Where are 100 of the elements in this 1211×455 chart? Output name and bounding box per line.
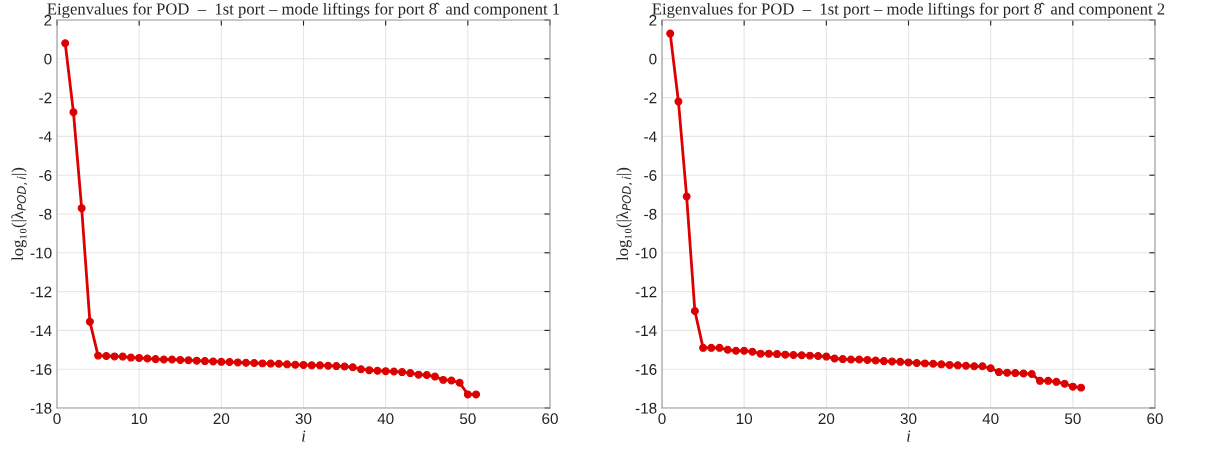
y-tick-label: -14: [30, 325, 52, 336]
point: [102, 352, 111, 360]
y-tick-label: -18: [635, 402, 657, 414]
point: [110, 352, 119, 361]
x-tick-label: 10: [131, 413, 148, 425]
point: [381, 367, 390, 376]
point: [365, 366, 374, 375]
point: [896, 357, 905, 366]
point: [937, 360, 946, 369]
y-tick-label: -8: [644, 208, 657, 220]
point: [143, 354, 152, 363]
y-tick-label: -2: [39, 92, 52, 104]
point: [731, 346, 740, 355]
y-tick-label: -12: [30, 286, 52, 298]
x-tick-label: 50: [459, 413, 476, 425]
y-tick-label: -14: [635, 325, 657, 336]
point: [422, 371, 431, 380]
point: [797, 351, 806, 360]
point: [274, 359, 283, 368]
point: [756, 349, 765, 358]
point: [855, 355, 864, 364]
x-tick-label: 30: [295, 413, 312, 425]
y-tick-label: -16: [635, 364, 657, 375]
point: [192, 356, 201, 365]
point: [406, 369, 415, 378]
x-tick-label: 40: [377, 413, 394, 425]
point: [1052, 377, 1061, 386]
point: [69, 108, 78, 117]
point: [994, 368, 1003, 377]
point: [348, 363, 357, 372]
x-axis-title: i: [302, 430, 306, 442]
point: [879, 357, 888, 366]
x-axis-title: i: [907, 430, 911, 442]
point: [324, 361, 333, 370]
point: [690, 307, 699, 315]
point: [682, 192, 691, 201]
point: [250, 359, 259, 367]
point: [1027, 370, 1036, 379]
point: [674, 97, 683, 106]
y-tick-label: -12: [635, 286, 657, 298]
point: [332, 362, 341, 371]
x-tick-label: 30: [900, 413, 917, 425]
point: [200, 357, 209, 366]
point: [389, 367, 398, 376]
point: [1011, 369, 1020, 378]
point: [414, 370, 423, 379]
y-tick-label: -4: [39, 131, 52, 142]
point: [340, 362, 349, 371]
point: [805, 351, 814, 360]
point: [962, 361, 971, 370]
y-tick-label: -10: [635, 247, 657, 259]
point: [1077, 383, 1086, 392]
point: [233, 358, 242, 367]
y-tick-label: -2: [644, 92, 657, 104]
point: [241, 358, 250, 367]
point: [85, 317, 94, 326]
point: [118, 352, 127, 361]
point: [447, 376, 456, 385]
y-tick-label: -6: [39, 170, 52, 181]
y-tick-label: 0: [44, 53, 52, 65]
point: [773, 350, 782, 359]
point: [283, 360, 292, 369]
point: [740, 346, 749, 355]
y-tick-label: -6: [644, 170, 657, 181]
x-tick-label: 20: [213, 413, 230, 425]
y-tick-label: 0: [649, 53, 657, 65]
point: [307, 361, 316, 370]
y-axis-title: log₁₀(|λ$_{POD,i}$|): [11, 167, 28, 261]
point: [168, 355, 177, 364]
point: [258, 359, 267, 368]
point: [176, 355, 185, 364]
point: [266, 359, 275, 368]
point: [970, 362, 979, 371]
y-tick-label: -10: [30, 247, 52, 259]
point: [151, 355, 160, 364]
x-tick-label: 0: [53, 413, 61, 425]
point: [1044, 376, 1053, 385]
y-axis-title: log₁₀(|λ$_{POD,i}$|): [616, 167, 633, 261]
x-tick-label: 40: [982, 413, 999, 425]
x-tick-label: 60: [1147, 413, 1163, 425]
point: [986, 364, 995, 373]
point: [863, 355, 872, 364]
point: [94, 351, 103, 360]
point: [764, 349, 773, 358]
point: [135, 353, 144, 362]
point: [929, 359, 938, 368]
y-tick-label: -16: [30, 364, 52, 375]
point: [184, 356, 193, 365]
point: [846, 355, 855, 364]
point: [430, 372, 439, 381]
y-tick-label: -8: [39, 208, 52, 220]
point: [707, 343, 716, 352]
point: [888, 357, 897, 366]
point: [920, 359, 929, 368]
point: [978, 362, 987, 371]
point: [217, 357, 226, 366]
point: [838, 355, 847, 364]
point: [315, 361, 324, 370]
x-tick-label: 0: [658, 413, 666, 425]
point: [715, 343, 724, 352]
